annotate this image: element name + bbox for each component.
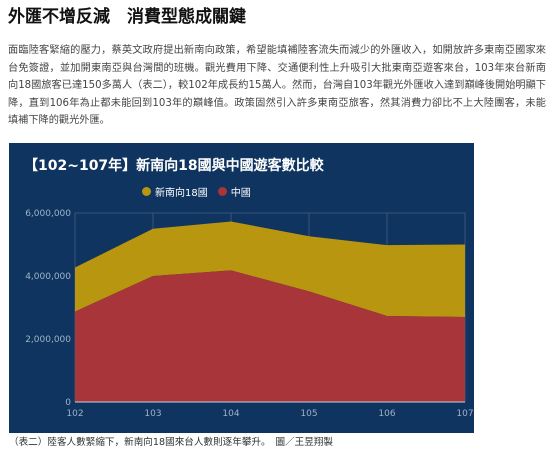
chart-container: 0 2,000,000 4,000,000 6,000,000 102 103 104 105… <box>9 143 474 433</box>
x-tick-label: 106 <box>378 409 395 419</box>
area-chart: 0 2,000,000 4,000,000 6,000,000 102 103 104 105… <box>25 209 473 419</box>
chart-caption: （表二）陸客人數緊縮下，新南向18國來台人數則逐年攀升。 圖／王昱翔製 <box>9 437 334 448</box>
y-tick-label: 0 <box>65 398 71 408</box>
y-tick-label: 2,000,000 <box>25 335 71 345</box>
article-paragraph: 面臨陸客緊縮的壓力，蔡英文政府提出新南向政策，希望能填補陸客流失而減少的外匯收入… <box>8 45 546 126</box>
x-tick-label: 105 <box>300 409 317 419</box>
chart-legend: 新南向18國 中國 <box>142 184 261 199</box>
area-series-china <box>75 270 465 402</box>
legend-swatch <box>217 187 227 196</box>
legend-label: 中國 <box>230 188 251 199</box>
x-tick-label: 107 <box>456 409 473 419</box>
x-tick-label: 102 <box>66 409 83 419</box>
x-tick-label: 103 <box>144 409 161 419</box>
article-heading: 外匯不增反減 消費型態成關鍵 <box>8 7 246 27</box>
y-tick-label: 4,000,000 <box>25 272 71 282</box>
x-tick-label: 104 <box>222 409 239 419</box>
y-tick-label: 6,000,000 <box>25 209 71 219</box>
legend-item-southbound[interactable]: 新南向18國 <box>142 184 208 199</box>
legend-swatch <box>142 187 151 196</box>
legend-label: 新南向18國 <box>155 188 208 199</box>
area-series-southbound <box>75 221 465 317</box>
legend-item-china[interactable]: 中國 <box>217 184 251 199</box>
chart-title: 【102~107年】新南向18國與中國遊客數比較 <box>24 158 324 174</box>
